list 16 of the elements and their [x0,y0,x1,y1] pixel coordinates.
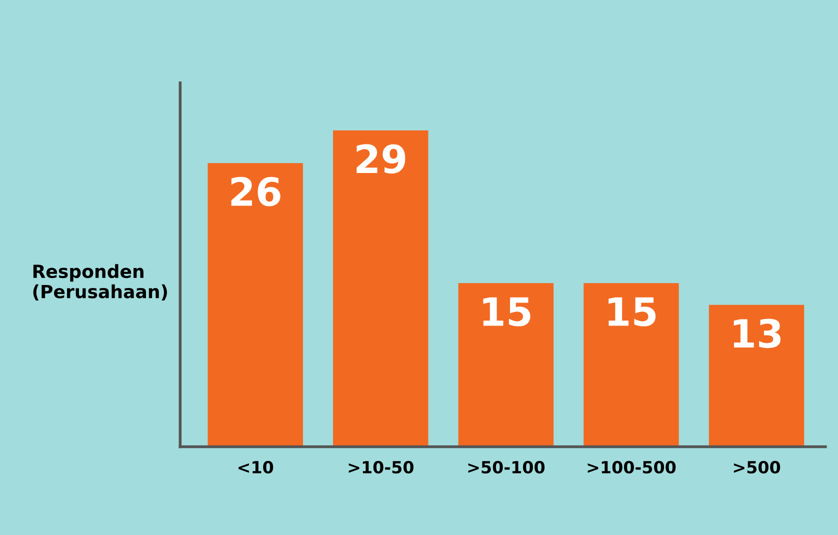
data-label: 15 [608,297,656,326]
x-tick-label: >100-500 [588,460,676,474]
bar [333,130,428,447]
x-tick-label: >10-50 [348,460,414,474]
bar [708,304,804,447]
x-tick-label: >50-100 [468,460,545,474]
bar [584,283,679,447]
x-tick-label: >500 [734,460,780,474]
data-label: 13 [734,318,780,348]
data-label: 26 [231,176,280,206]
data-label: 15 [483,297,530,326]
bar [208,163,303,447]
y-axis-title: Responden (Perusahaan) [33,264,167,300]
data-label: 29 [356,144,406,174]
bar [458,283,554,447]
x-tick-label: <10 [238,460,274,474]
